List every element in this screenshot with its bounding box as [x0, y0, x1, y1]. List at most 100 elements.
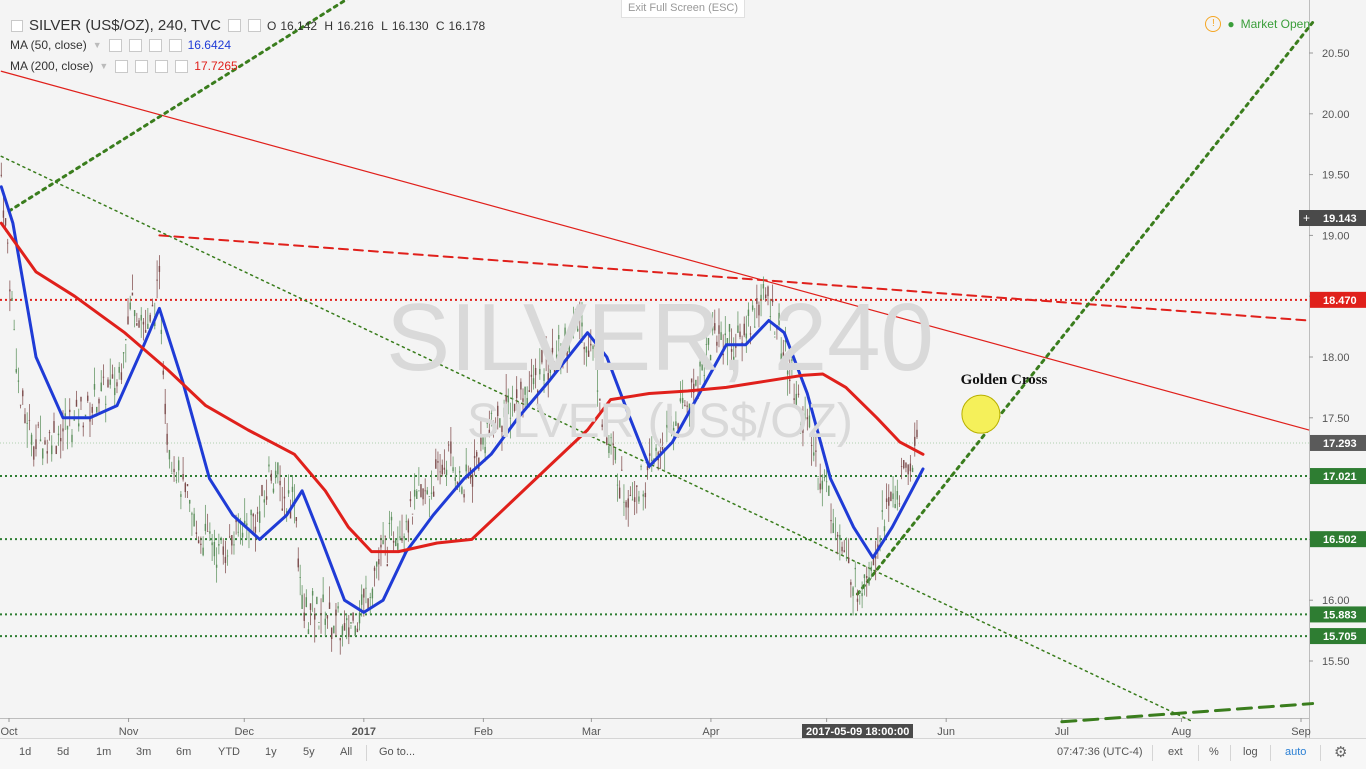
candle-body — [874, 555, 877, 559]
settings-icon[interactable] — [228, 19, 242, 32]
percent-toggle[interactable]: % — [1209, 746, 1219, 758]
hide-icon[interactable] — [248, 19, 262, 32]
candle-body — [856, 598, 859, 602]
candle-body — [411, 513, 414, 515]
candle-body — [384, 535, 386, 537]
candle-body — [28, 420, 31, 421]
candle-body — [241, 532, 244, 538]
candle-body — [537, 390, 539, 393]
candle-body — [413, 489, 416, 497]
chevron-down-icon[interactable]: ▼ — [92, 40, 102, 50]
ext-toggle[interactable]: ext — [1168, 746, 1183, 758]
candle-body — [515, 389, 518, 399]
candle-body — [122, 352, 125, 354]
ma200-label[interactable]: MA (200, close) — [10, 59, 94, 73]
collapse-icon[interactable] — [11, 19, 23, 32]
candle-body — [265, 496, 268, 500]
candle-body — [909, 463, 912, 472]
log-toggle[interactable]: log — [1243, 746, 1258, 758]
candle-body — [164, 403, 166, 415]
candle-body — [839, 534, 841, 540]
candle-body — [13, 329, 15, 330]
candle-body — [478, 457, 480, 470]
candle-body — [89, 417, 91, 422]
candle-body — [291, 486, 294, 493]
close-icon[interactable] — [168, 38, 182, 52]
price-label: 19.143 — [1323, 213, 1357, 225]
plus-icon[interactable] — [148, 38, 162, 52]
warning-icon[interactable]: ! — [1205, 16, 1222, 32]
candle-body — [815, 450, 817, 452]
candle-body — [668, 414, 670, 419]
settings-icon[interactable] — [128, 38, 142, 52]
plus-icon[interactable] — [155, 59, 169, 73]
exit-fullscreen-button[interactable]: Exit Full Screen (ESC) — [621, 0, 745, 18]
candle-body — [720, 332, 722, 341]
candle-body — [808, 415, 811, 428]
candle-body — [209, 531, 211, 534]
x-tick-label: Mar — [582, 726, 601, 738]
range-1m-button[interactable]: 1m — [96, 746, 112, 758]
ma50-label[interactable]: MA (50, close) — [10, 38, 87, 52]
range-1d-button[interactable]: 1d — [19, 746, 32, 758]
candle-body — [371, 588, 374, 599]
candle-body — [337, 606, 339, 609]
candle-body — [603, 430, 606, 432]
candle-body — [881, 510, 883, 512]
trendline — [0, 155, 1194, 723]
auto-toggle[interactable]: auto — [1285, 746, 1307, 758]
range-ytd-button[interactable]: YTD — [218, 746, 240, 758]
candle-body — [843, 550, 845, 553]
candle-body — [435, 459, 437, 469]
goto-button[interactable]: Go to... — [379, 746, 416, 758]
eye-icon[interactable] — [108, 38, 122, 52]
range-1y-button[interactable]: 1y — [265, 746, 277, 758]
candle-body — [762, 284, 765, 289]
x-tick-label: 2017 — [352, 726, 376, 738]
candle-body — [215, 564, 218, 568]
divider — [1198, 745, 1199, 761]
clock: 07:47:36 (UTC-4) — [1057, 746, 1143, 758]
candle-body — [638, 496, 640, 502]
eye-icon[interactable] — [115, 59, 129, 73]
price-label-bg — [1310, 531, 1366, 548]
range-5y-button[interactable]: 5y — [303, 746, 315, 758]
candle-body — [789, 379, 791, 382]
candle-body — [596, 390, 599, 392]
candle-body — [507, 395, 509, 403]
candle-body — [107, 379, 109, 388]
candle-body — [769, 316, 772, 317]
range-5d-button[interactable]: 5d — [57, 746, 70, 758]
y-tick-label: 18.00 — [1322, 352, 1350, 364]
symbol-title[interactable]: SILVER (US$/OZ), 240, TVC — [29, 17, 222, 34]
candle-body — [861, 593, 863, 597]
candle-body — [581, 322, 583, 327]
range-3m-button[interactable]: 3m — [136, 746, 152, 758]
candle-body — [375, 561, 378, 567]
candle-body — [447, 444, 450, 446]
ma200-value: 17.7265 — [194, 59, 238, 73]
settings-icon[interactable] — [135, 59, 149, 73]
range-all-button[interactable]: All — [340, 746, 353, 758]
candle-body — [501, 425, 503, 432]
candle-body — [307, 629, 310, 635]
candle-body — [503, 407, 505, 418]
gear-icon[interactable]: ⚙ — [1334, 744, 1348, 761]
candle-body — [484, 446, 486, 454]
candle-body — [821, 480, 824, 490]
candle-body — [22, 390, 24, 397]
candle-body — [549, 361, 552, 374]
candle-body — [684, 404, 686, 407]
candle-body — [295, 516, 298, 521]
candle-body — [711, 326, 714, 331]
candle-body — [555, 354, 558, 369]
close-icon[interactable] — [175, 59, 189, 73]
candle-body — [246, 523, 248, 526]
candle-body — [774, 336, 776, 338]
candle-body — [424, 490, 426, 492]
range-6m-button[interactable]: 6m — [176, 746, 192, 758]
candle-body — [2, 210, 5, 218]
chevron-down-icon[interactable]: ▼ — [99, 61, 109, 71]
candle-body — [608, 446, 610, 454]
